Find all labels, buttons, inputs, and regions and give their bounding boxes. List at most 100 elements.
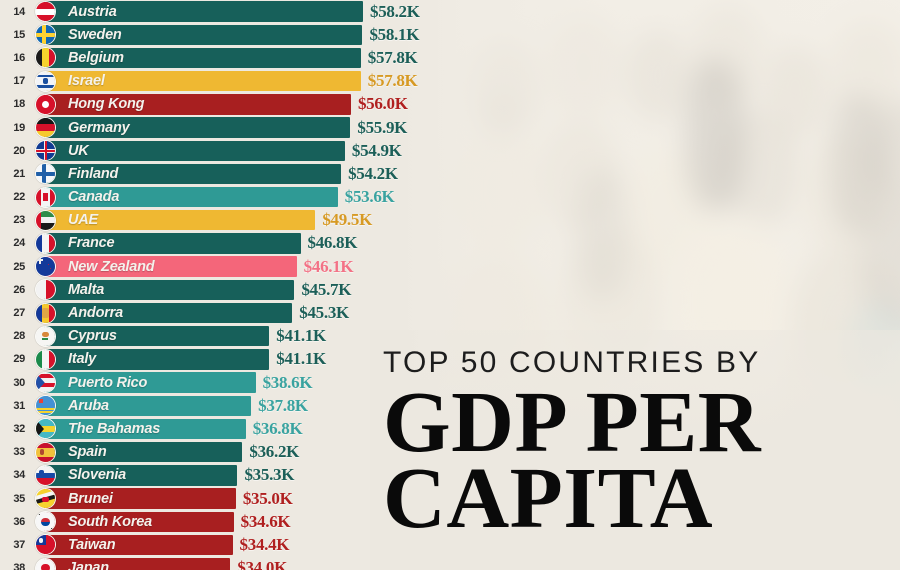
chart-bar: Spain [44,441,243,463]
country-name: Japan [68,560,109,570]
rank-number: 34 [13,469,25,482]
chart-row: 36 South Korea $34.6K [0,510,400,533]
background-bottom-fade [370,330,900,570]
flag-andorra-icon [35,302,56,324]
rank-number: 15 [13,28,25,41]
value-label: $46.1K [303,256,354,276]
chart-row: 23 UAE $49.5K [0,209,400,232]
rank-number: 28 [13,330,25,343]
country-name: UAE [68,212,99,229]
chart-bar: Cyprus [44,326,270,347]
rank-number: 17 [13,75,25,88]
flag-germany-icon [35,117,56,139]
flag-cyprus-icon [35,325,56,347]
chart-bar: Andorra [44,302,293,324]
chart-bar: Germany [44,117,351,138]
chart-bar: Sweden [44,24,363,45]
chart-row: 32 The Bahamas $36.8K [0,417,400,440]
value-label: $56.0K [357,94,408,114]
flag-japan-icon [35,557,56,570]
chart-row: 30 Puerto Rico $38.6K [0,371,400,394]
chart-row: 24 France $46.8K [0,232,400,255]
rank-number: 24 [13,237,25,250]
chart-row: 33 Spain $36.2K [0,441,400,464]
chart-row: 20 UK $54.9K [0,139,402,162]
country-name: Andorra [68,305,123,322]
gdp-per-capita-bar-chart: 14 Austria $58.2K 15 Sweden $58.1K 16 Belgium $5… [0,0,420,570]
country-name: Italy [68,351,97,368]
chart-bar: Canada [44,186,338,208]
rank-number: 20 [13,144,25,157]
flag-austria-icon [35,1,56,23]
chart-bar: UK [44,140,345,161]
country-name: Israel [68,73,105,90]
chart-bar: New Zealand [44,256,297,277]
chart-row: 17 Israel $57.8K [0,70,418,93]
rank-number: 22 [13,191,25,204]
rank-number: 23 [13,214,25,227]
chart-bar: France [44,233,301,254]
rank-number: 18 [13,98,25,111]
chart-row: 15 Sweden $58.1K [0,23,419,46]
flag-belgium-icon [35,47,56,69]
value-label: $57.8K [367,71,418,91]
country-name: Brunei [68,490,113,507]
country-name: Malta [68,281,105,298]
chart-row: 16 Belgium $57.8K [0,46,418,69]
value-label: $41.1K [276,326,326,346]
flag-taiwan-icon [35,534,56,556]
flag-slovenia-icon [35,464,56,486]
flag-france-icon [35,232,56,254]
country-name: Hong Kong [68,96,145,113]
chart-bar: Japan [44,557,231,570]
value-label: $34.0K [237,558,288,570]
value-label: $54.9K [351,140,402,160]
country-name: Sweden [68,26,122,43]
chart-row: 18 Hong Kong $56.0K [0,93,408,116]
chart-row: 14 Austria $58.2K [0,0,420,23]
value-label: $55.9K [357,117,408,137]
flag-hong-kong-icon [35,93,56,115]
country-name: Aruba [68,397,109,414]
chart-row: 26 Malta $45.7K [0,278,400,301]
chart-bar: Italy [44,349,270,370]
rank-number: 27 [13,307,25,320]
rank-number: 19 [13,121,25,134]
chart-row: 29 Italy $41.1K [0,348,400,371]
flag-malta-icon [35,279,56,301]
chart-bar: Puerto Rico [44,372,256,393]
rank-number: 36 [13,515,25,528]
rank-number: 21 [13,167,25,180]
rank-number: 33 [13,446,25,459]
value-label: $35.0K [242,488,293,508]
chart-bar: Austria [44,1,363,22]
chart-bar: Taiwan [44,534,233,556]
flag-bahamas-icon [35,418,56,440]
value-label: $54.2K [348,163,398,183]
value-label: $58.1K [369,24,420,44]
value-label: $37.8K [258,395,308,415]
chart-bar: Brunei [44,488,236,509]
rank-number: 26 [13,283,25,296]
country-name: Germany [68,119,130,136]
chart-row: 35 Brunei $35.0K [0,487,400,510]
flag-brunei-icon [35,488,56,510]
flag-uk-icon [35,140,56,162]
chart-bar: Malta [44,279,295,301]
value-label: $41.1K [276,349,326,369]
flag-spain-icon [35,441,56,463]
chart-row: 38 Japan $34.0K [0,557,400,570]
rank-number: 37 [13,538,25,551]
chart-row: 34 Slovenia $35.3K [0,464,400,487]
value-label: $49.5K [322,210,372,230]
chart-bar: Israel [44,70,361,92]
country-name: Belgium [68,49,124,66]
value-label: $57.8K [367,47,418,67]
chart-bar: South Korea [44,511,234,532]
title-line-2: CAPITA [383,449,714,547]
flag-new-zealand-icon [35,256,56,278]
rank-number: 14 [13,5,25,18]
rank-number: 31 [13,399,25,412]
flag-aruba-icon [35,395,56,417]
rank-number: 16 [13,51,25,64]
